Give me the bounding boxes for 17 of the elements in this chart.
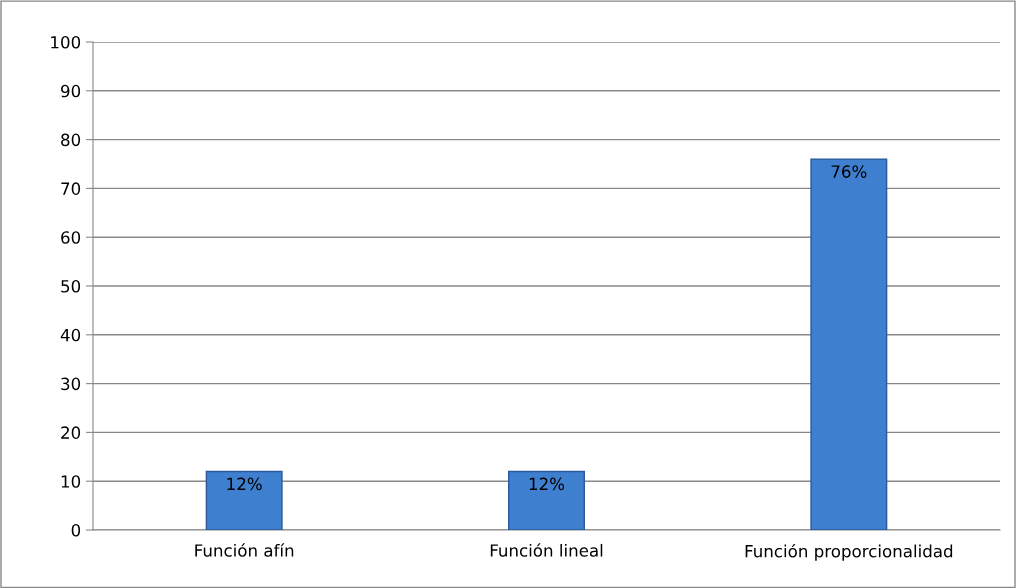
y-tick-label: 80 <box>61 133 81 147</box>
y-tick-label: 50 <box>61 279 81 293</box>
x-tick-label: Función afín <box>195 543 294 557</box>
y-tick-label: 90 <box>61 84 81 98</box>
x-tick-label: Función lineal <box>490 543 603 557</box>
y-tick-label: 100 <box>51 35 81 49</box>
data-label: 76% <box>831 165 867 178</box>
y-tick-label: 10 <box>61 475 81 488</box>
data-label: 12% <box>529 477 565 491</box>
y-tick-label: 0 <box>71 523 81 537</box>
y-tick-label: 40 <box>60 328 81 342</box>
y-tick-label: 60 <box>61 231 81 244</box>
y-tick-label: 70 <box>61 182 81 195</box>
x-tick-label: Función proporcionalidad <box>745 543 953 561</box>
data-label: 12% <box>227 477 262 491</box>
y-tick-label: 30 <box>61 377 81 391</box>
y-tick-label: 20 <box>61 426 81 439</box>
